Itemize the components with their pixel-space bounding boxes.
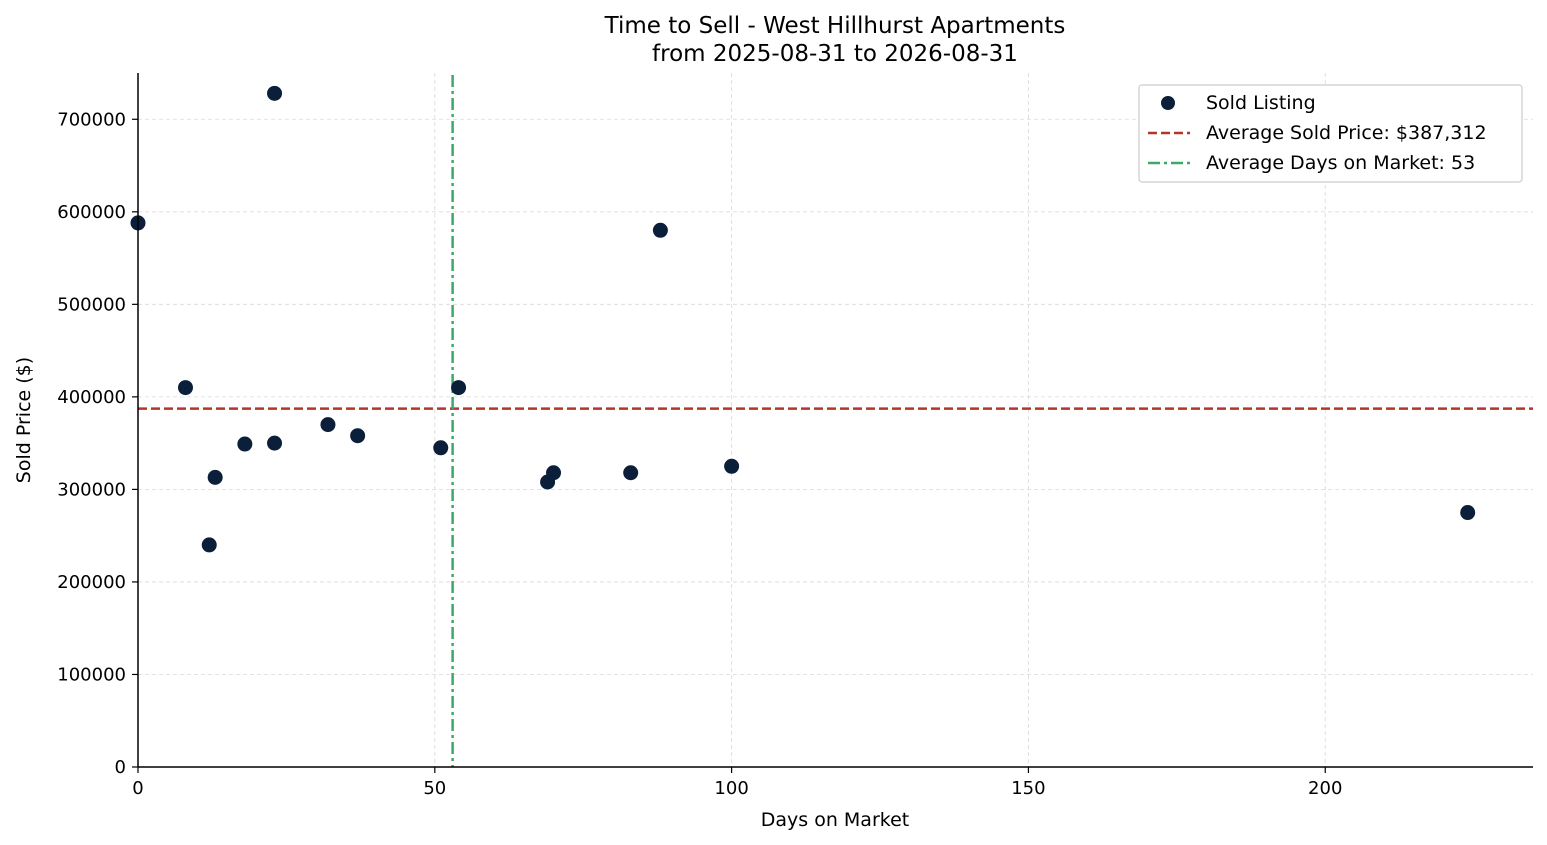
legend-label-sold-listing: Sold Listing [1206, 92, 1316, 114]
data-point [350, 428, 366, 444]
y-tick-label: 400000 [57, 387, 126, 408]
data-point [207, 469, 223, 485]
data-point [451, 380, 467, 396]
data-point [267, 85, 283, 101]
x-tick-label: 150 [1011, 778, 1045, 799]
legend-marker-sold-listing [1161, 96, 1175, 110]
y-tick-label: 0 [115, 757, 126, 778]
data-point [201, 537, 217, 553]
y-tick-label: 200000 [57, 572, 126, 593]
y-tick-label: 700000 [57, 109, 126, 130]
chart-subtitle: from 2025-08-31 to 2026-08-31 [652, 41, 1018, 67]
reference-lines [138, 75, 1533, 767]
legend-label-average-sold-price: Average Sold Price: $387,312 [1206, 122, 1487, 144]
data-point [320, 417, 336, 433]
data-point [1460, 505, 1476, 521]
x-tick-label: 50 [423, 778, 446, 799]
legend-label-average-days-on-market: Average Days on Market: 53 [1206, 152, 1475, 174]
data-point [724, 458, 740, 474]
data-point [177, 380, 193, 396]
x-tick-label: 0 [132, 778, 143, 799]
y-axis-ticks: 0 100000 200000 300000 400000 500000 600000 700… [57, 109, 138, 778]
y-tick-label: 100000 [57, 664, 126, 685]
legend-box [1138, 84, 1523, 183]
data-point [652, 222, 668, 238]
legend: Sold Listing Average Sold Price: $387,31… [1138, 84, 1523, 183]
y-axis-label: Sold Price ($) [13, 357, 35, 483]
data-point [433, 440, 449, 456]
data-point [237, 436, 253, 452]
y-tick-label: 500000 [57, 294, 126, 315]
x-tick-label: 200 [1308, 778, 1342, 799]
x-axis-label: Days on Market [761, 809, 909, 831]
data-point [546, 465, 562, 481]
y-tick-label: 300000 [57, 479, 126, 500]
data-point [623, 465, 639, 481]
chart-title: Time to Sell - West Hillhurst Apartments [604, 13, 1066, 39]
x-axis-ticks: 0 50 100 150 200 [132, 767, 1342, 799]
y-tick-label: 600000 [57, 202, 126, 223]
data-point [267, 435, 283, 451]
x-tick-label: 100 [714, 778, 748, 799]
